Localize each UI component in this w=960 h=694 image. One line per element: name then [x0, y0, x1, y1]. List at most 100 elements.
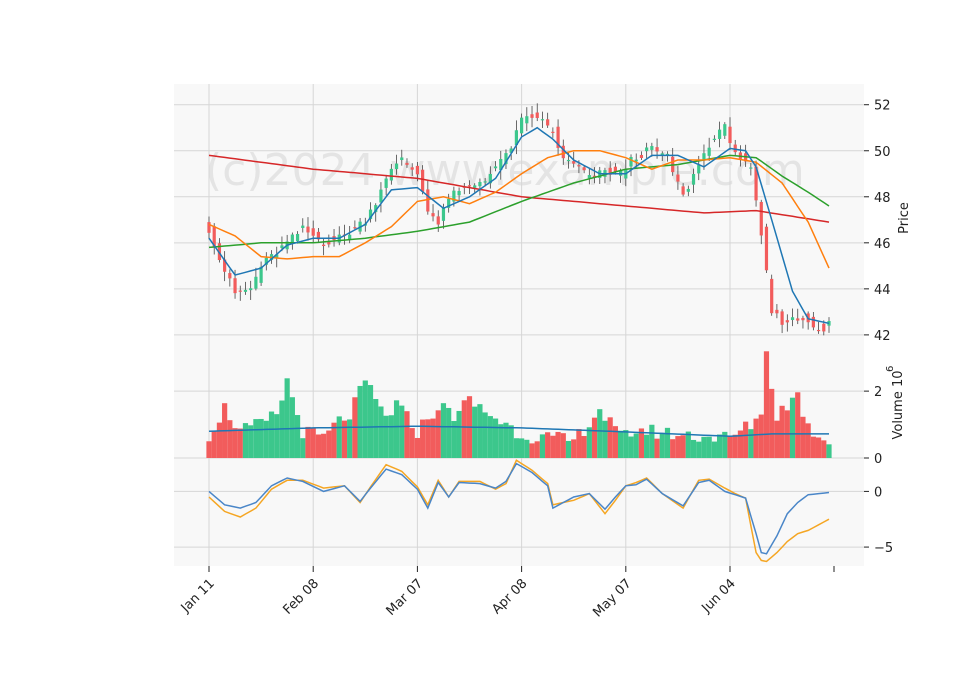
- candle-body: [457, 190, 461, 196]
- candle-body: [264, 257, 268, 265]
- volume-bar: [310, 427, 316, 458]
- candle-body: [410, 167, 414, 170]
- volume-bar: [472, 406, 478, 458]
- volume-bar: [539, 434, 546, 458]
- candle: [551, 127, 555, 138]
- candle: [384, 174, 388, 196]
- candle-body: [796, 318, 800, 321]
- candle-body: [254, 276, 258, 289]
- candle-body: [353, 227, 357, 229]
- candle-body: [780, 311, 784, 325]
- candle-body: [723, 124, 727, 136]
- volume-bar: [456, 410, 462, 458]
- candle: [212, 223, 216, 255]
- candle-body: [801, 317, 805, 321]
- candle-body: [306, 226, 310, 233]
- candle: [764, 223, 769, 273]
- candle-body: [243, 289, 248, 292]
- volume-bar: [769, 388, 775, 458]
- candle: [650, 142, 654, 157]
- candle-body: [530, 114, 534, 118]
- candle-body: [790, 317, 795, 321]
- candle: [295, 231, 300, 244]
- candle-body: [394, 163, 399, 170]
- candle-body: [280, 245, 284, 249]
- candle: [394, 154, 399, 175]
- volume-bar: [560, 433, 566, 458]
- candle: [780, 309, 784, 334]
- candle-body: [540, 119, 545, 121]
- candle: [405, 158, 409, 168]
- volume-bar: [576, 429, 582, 458]
- volume-bar: [420, 419, 426, 458]
- sma-mid-line: [208, 149, 830, 269]
- candle-body: [582, 167, 586, 171]
- candle-body: [431, 213, 435, 217]
- volume-bar: [623, 430, 629, 458]
- candle-body: [691, 174, 696, 185]
- volume-bar: [789, 397, 796, 458]
- candle: [582, 165, 586, 174]
- x-tick-label: May 07: [590, 576, 634, 620]
- candle-body: [384, 178, 388, 188]
- candle-body: [504, 153, 508, 165]
- volume-bar: [362, 380, 368, 458]
- x-tick-label: Apr 08: [489, 576, 530, 617]
- candle: [488, 166, 492, 189]
- volume-bar: [414, 437, 421, 458]
- candle-body: [348, 234, 352, 240]
- volume-bar: [305, 426, 311, 458]
- candle-body: [238, 290, 242, 292]
- candle-body: [561, 145, 565, 159]
- candle-body: [551, 131, 555, 133]
- candle-body: [488, 173, 492, 184]
- volume-bar: [805, 423, 811, 458]
- candle-body: [368, 209, 373, 220]
- candle: [447, 193, 451, 213]
- sma-long-line: [208, 154, 830, 249]
- candle: [712, 135, 716, 143]
- candle: [520, 113, 524, 137]
- candle-body: [629, 156, 633, 167]
- volume-bar: [508, 425, 514, 458]
- volume-tick-label: 2: [874, 385, 882, 400]
- volume-bar: [341, 420, 348, 458]
- candle-body: [525, 116, 529, 124]
- candle-body: [634, 159, 638, 162]
- volume-bar: [701, 436, 707, 458]
- candle: [368, 202, 373, 223]
- candle: [775, 304, 779, 319]
- volume-bar: [425, 419, 431, 458]
- candle-body: [650, 146, 654, 150]
- candle-body: [681, 186, 685, 195]
- volume-bar: [826, 444, 832, 458]
- oscillator-line-1: [208, 462, 830, 555]
- candle: [717, 121, 722, 148]
- volume-bar: [393, 400, 400, 458]
- volume-bar: [378, 406, 384, 458]
- volume-bar: [487, 416, 493, 458]
- candle-body: [728, 126, 732, 144]
- volume-bar: [612, 426, 618, 458]
- sma-200-line: [208, 154, 830, 223]
- volume-bar: [617, 430, 624, 458]
- candle: [217, 238, 222, 263]
- volume-bar: [482, 412, 488, 458]
- volume-bar: [649, 424, 655, 458]
- candle: [410, 163, 414, 176]
- volume-bar: [534, 441, 540, 458]
- volume-bar: [722, 431, 728, 458]
- volume-bar: [821, 440, 827, 458]
- volume-bar: [628, 436, 634, 458]
- candle: [613, 163, 617, 175]
- candle: [759, 199, 763, 245]
- volume-bar: [706, 436, 712, 458]
- volume-average-line: [208, 425, 829, 438]
- candle: [770, 274, 774, 316]
- volume-bar: [253, 419, 259, 458]
- price-tick-label: 42: [874, 329, 891, 344]
- volume-bar: [242, 423, 249, 458]
- volume-bar: [430, 418, 436, 458]
- candle: [514, 120, 518, 155]
